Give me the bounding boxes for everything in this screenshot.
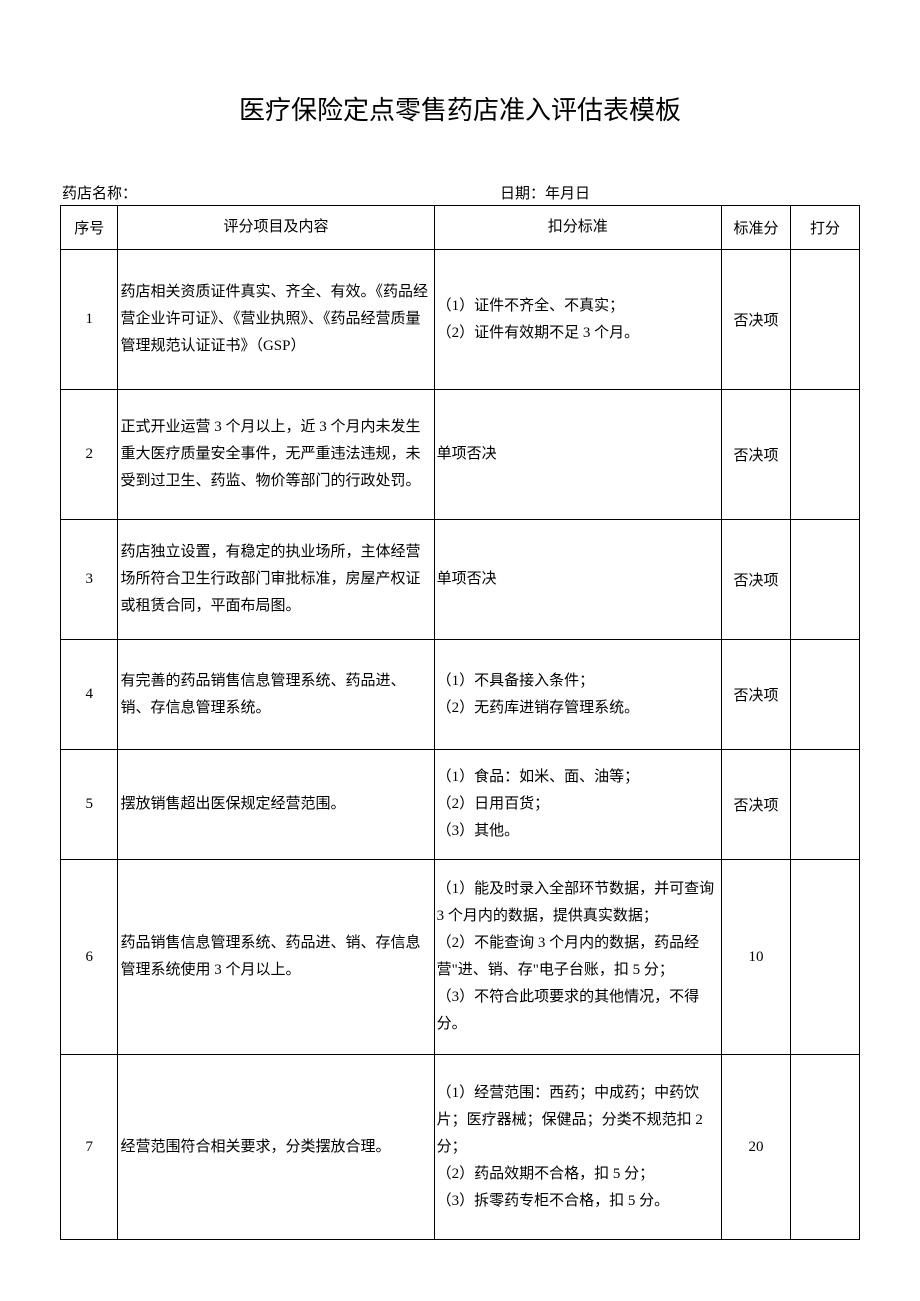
cell-content: 摆放销售超出医保规定经营范围。 [118, 750, 434, 860]
cell-content: 药店独立设置，有稳定的执业场所，主体经营场所符合卫生行政部门审批标准，房屋产权证… [118, 520, 434, 640]
cell-criteria: 单项否决 [434, 390, 721, 520]
form-header: 药店名称： 日期：年月日 [60, 182, 860, 203]
cell-score: 否决项 [722, 750, 791, 860]
col-header-mark: 打分 [790, 206, 859, 250]
date-label: 日期：年月日 [420, 182, 858, 203]
table-row: 1 药店相关资质证件真实、齐全、有效。《药品经营企业许可证》、《营业执照》、《药… [61, 250, 860, 390]
table-row: 4 有完善的药品销售信息管理系统、药品进、销、存信息管理系统。 （1）不具备接入… [61, 640, 860, 750]
cell-criteria: （1）不具备接入条件；（2）无药库进销存管理系统。 [434, 640, 721, 750]
cell-seq: 4 [61, 640, 118, 750]
cell-seq: 2 [61, 390, 118, 520]
cell-content: 正式开业运营 3 个月以上，近 3 个月内未发生重大医疗质量安全事件，无严重违法… [118, 390, 434, 520]
cell-score: 否决项 [722, 390, 791, 520]
cell-score: 20 [722, 1055, 791, 1240]
cell-criteria: （1）经营范围：西药；中成药；中药饮片；医疗器械；保健品；分类不规范扣 2 分；… [434, 1055, 721, 1240]
cell-criteria: （1）食品：如米、面、油等；（2）日用百货；（3）其他。 [434, 750, 721, 860]
table-header-row: 序号 评分项目及内容 扣分标准 标准分 打分 [61, 206, 860, 250]
pharmacy-name-label: 药店名称： [62, 182, 420, 203]
cell-mark [790, 1055, 859, 1240]
cell-score: 否决项 [722, 520, 791, 640]
cell-seq: 1 [61, 250, 118, 390]
cell-criteria: 单项否决 [434, 520, 721, 640]
cell-content: 经营范围符合相关要求，分类摆放合理。 [118, 1055, 434, 1240]
cell-mark [790, 390, 859, 520]
table-row: 3 药店独立设置，有稳定的执业场所，主体经营场所符合卫生行政部门审批标准，房屋产… [61, 520, 860, 640]
cell-score: 否决项 [722, 640, 791, 750]
cell-score: 否决项 [722, 250, 791, 390]
cell-criteria: （1）证件不齐全、不真实；（2）证件有效期不足 3 个月。 [434, 250, 721, 390]
cell-mark [790, 640, 859, 750]
cell-mark [790, 250, 859, 390]
cell-mark [790, 750, 859, 860]
table-row: 6 药品销售信息管理系统、药品进、销、存信息管理系统使用 3 个月以上。 （1）… [61, 860, 860, 1055]
table-row: 5 摆放销售超出医保规定经营范围。 （1）食品：如米、面、油等；（2）日用百货；… [61, 750, 860, 860]
table-row: 7 经营范围符合相关要求，分类摆放合理。 （1）经营范围：西药；中成药；中药饮片… [61, 1055, 860, 1240]
cell-seq: 7 [61, 1055, 118, 1240]
cell-seq: 3 [61, 520, 118, 640]
col-header-content: 评分项目及内容 [118, 206, 434, 250]
cell-content: 有完善的药品销售信息管理系统、药品进、销、存信息管理系统。 [118, 640, 434, 750]
table-row: 2 正式开业运营 3 个月以上，近 3 个月内未发生重大医疗质量安全事件，无严重… [61, 390, 860, 520]
page-title: 医疗保险定点零售药店准入评估表模板 [60, 90, 860, 127]
cell-score: 10 [722, 860, 791, 1055]
cell-seq: 5 [61, 750, 118, 860]
cell-content: 药品销售信息管理系统、药品进、销、存信息管理系统使用 3 个月以上。 [118, 860, 434, 1055]
col-header-score: 标准分 [722, 206, 791, 250]
col-header-criteria: 扣分标准 [434, 206, 721, 250]
evaluation-table: 序号 评分项目及内容 扣分标准 标准分 打分 1 药店相关资质证件真实、齐全、有… [60, 205, 860, 1240]
cell-seq: 6 [61, 860, 118, 1055]
cell-content: 药店相关资质证件真实、齐全、有效。《药品经营企业许可证》、《营业执照》、《药品经… [118, 250, 434, 390]
cell-mark [790, 520, 859, 640]
cell-criteria: （1）能及时录入全部环节数据，并可查询 3 个月内的数据，提供真实数据；（2）不… [434, 860, 721, 1055]
cell-mark [790, 860, 859, 1055]
col-header-seq: 序号 [61, 206, 118, 250]
